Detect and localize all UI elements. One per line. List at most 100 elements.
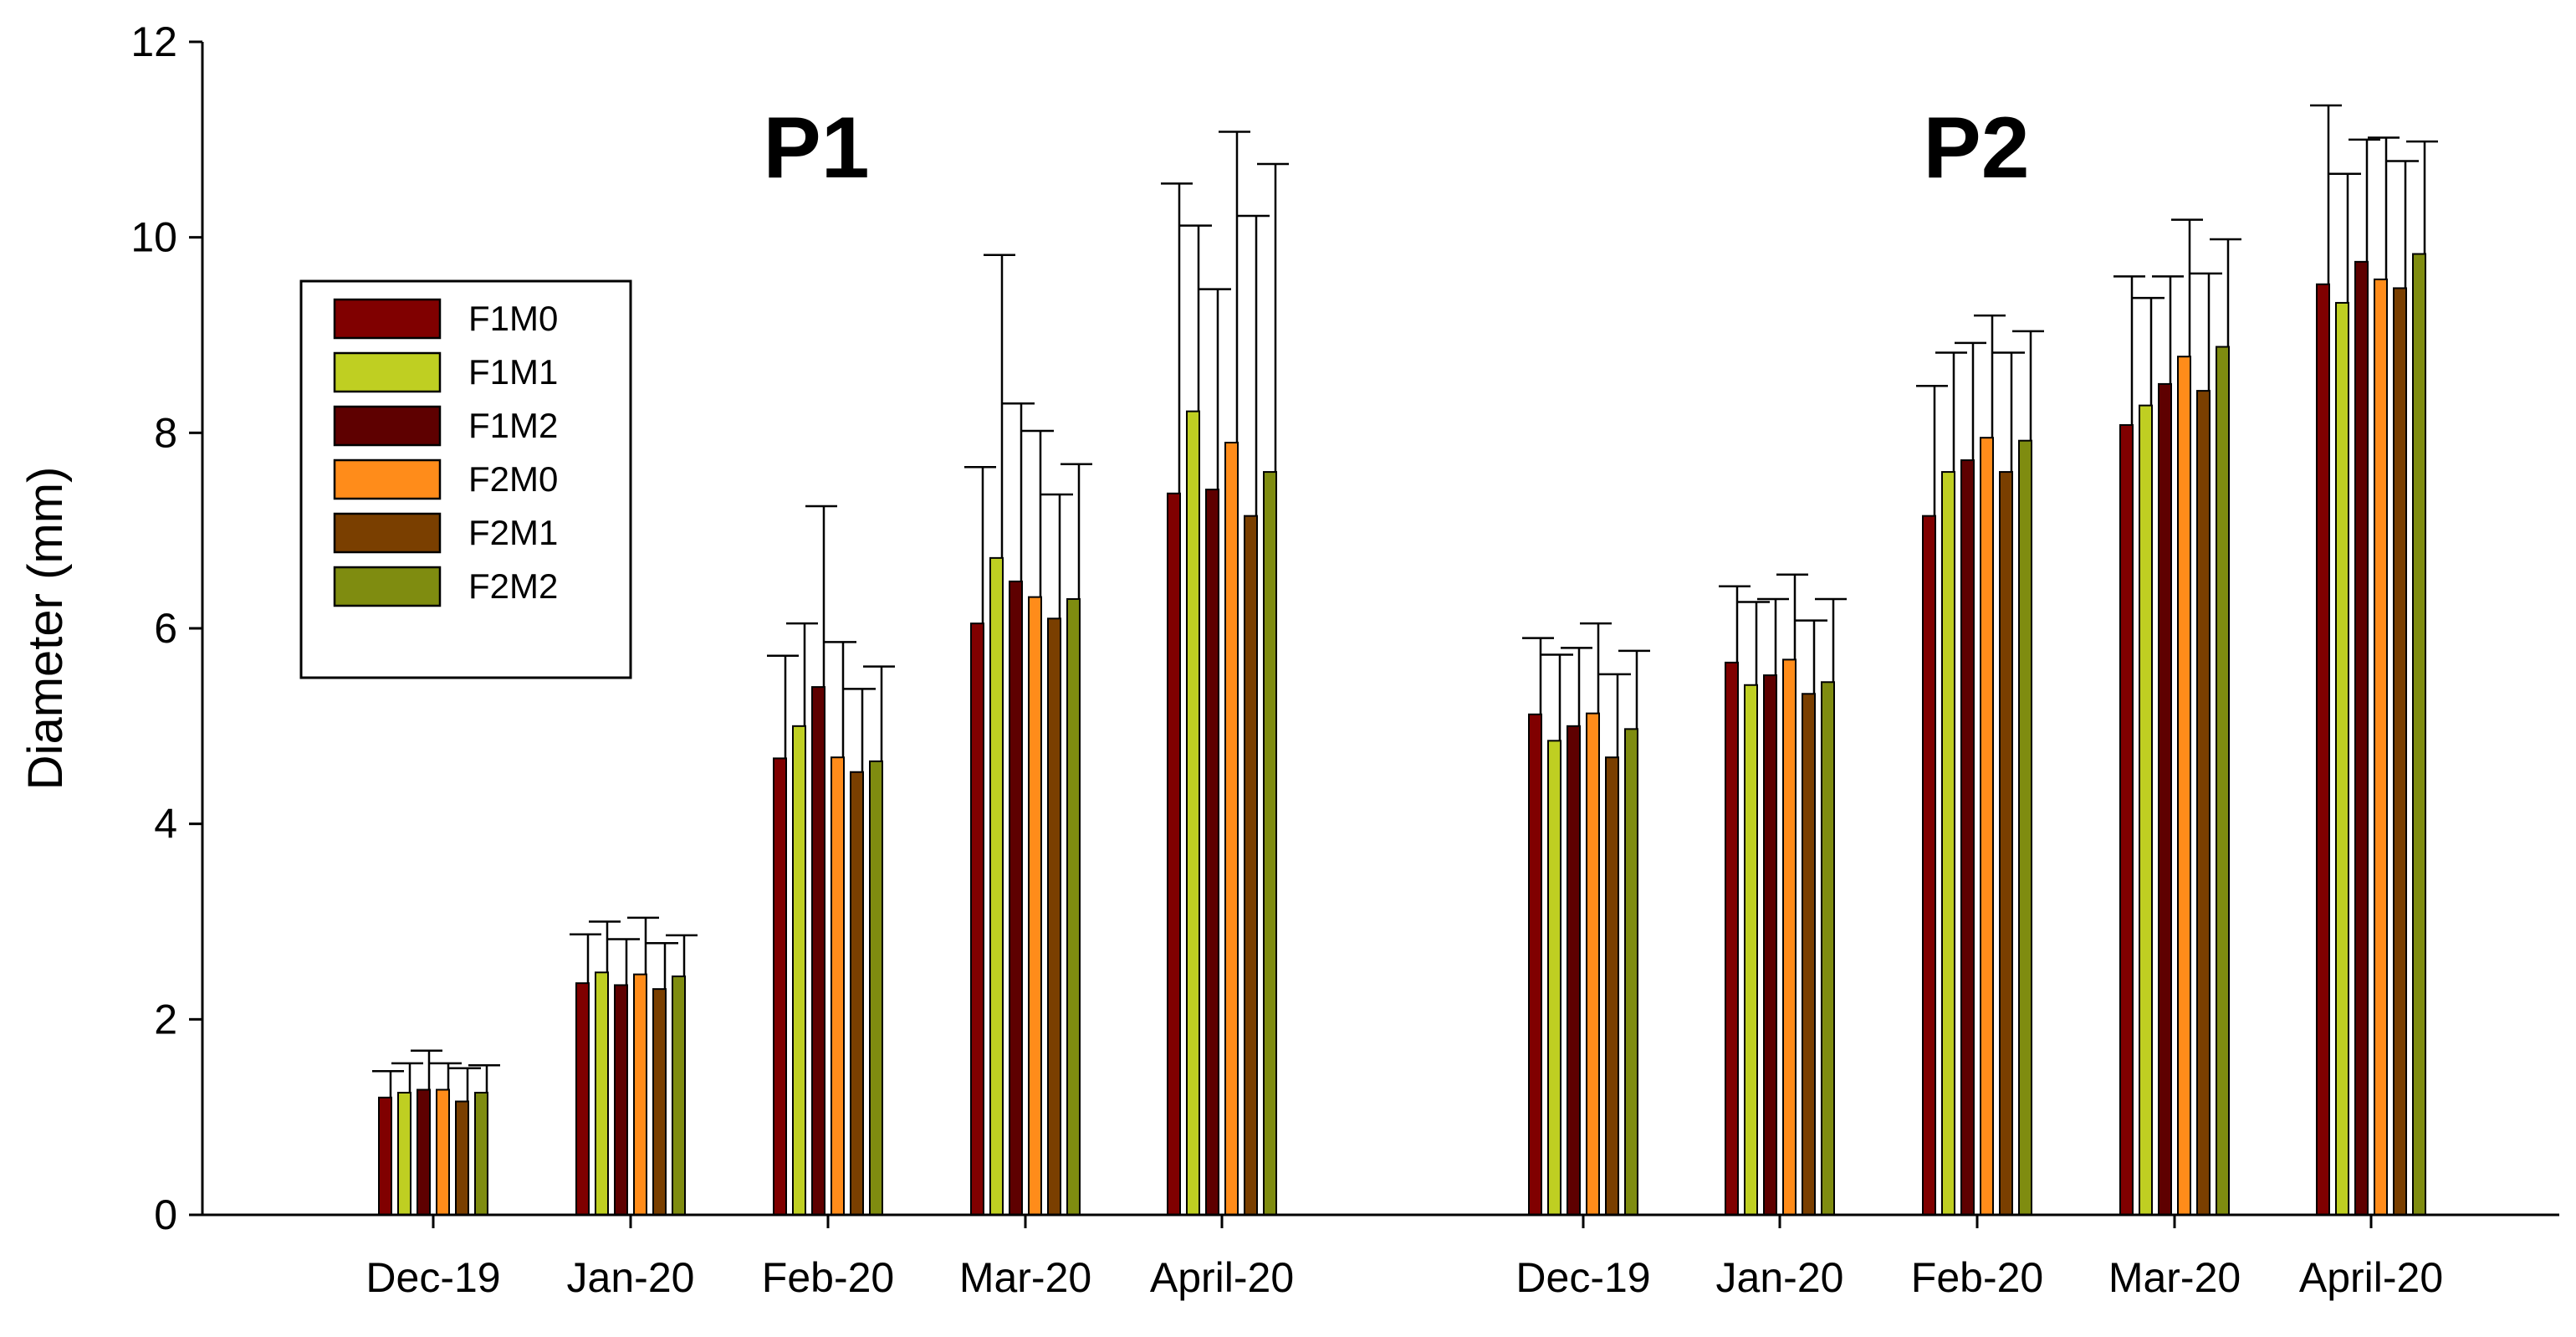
bar-p1-f1m1: [1186, 410, 1200, 1216]
bar-p2-f1m2: [1763, 674, 1777, 1216]
legend-label-f1m1: F1M1: [468, 352, 558, 392]
bar-p2-f1m2: [1567, 725, 1581, 1216]
bar-p2-f1m2: [1960, 459, 1975, 1216]
bar-p2-f2m1: [1999, 471, 2013, 1216]
x-ticks: Dec-19 Jan-20 Feb-20 Mar-20 April-20 Dec-19 Ja…: [365, 1215, 2443, 1301]
bar-p1-f1m1: [792, 725, 806, 1216]
bar-p1-f1m2: [1009, 580, 1023, 1216]
error-bars-layer: [372, 104, 2438, 1102]
legend-swatch-f1m2: [333, 405, 442, 447]
bar-p1-f2m2: [869, 760, 883, 1216]
y-tick-label: 0: [154, 1191, 177, 1238]
bar-p2-f2m2: [2018, 439, 2032, 1216]
x-tick-label: Feb-20: [762, 1254, 894, 1301]
bar-p1-f2m1: [850, 771, 864, 1216]
bar-p1-f1m2: [1205, 489, 1219, 1216]
bar-p1-f2m1: [1244, 515, 1258, 1216]
bar-p2-f1m0: [1922, 515, 1936, 1216]
bar-p2-f1m1: [1941, 471, 1955, 1216]
bar-p2-f1m0: [2119, 423, 2134, 1216]
bar-p1-f2m0: [1028, 596, 1042, 1216]
x-tick-label: Dec-19: [365, 1254, 500, 1301]
bar-p2-f2m0: [1980, 437, 1994, 1216]
bar-p2-f2m1: [2393, 287, 2407, 1216]
bars-layer: [378, 253, 2426, 1217]
bar-p2-f1m1: [1547, 740, 1561, 1216]
legend-swatch-f1m1: [333, 351, 442, 393]
x-tick-label: Mar-20: [959, 1254, 1091, 1301]
bar-p1-f1m2: [417, 1089, 431, 1217]
legend-label-f2m1: F2M1: [468, 513, 558, 552]
y-tick-label: 12: [130, 18, 177, 65]
bar-p1-f2m1: [455, 1100, 469, 1217]
bar-p1-f2m0: [633, 973, 647, 1216]
bar-p1-f1m0: [773, 757, 787, 1216]
y-tick-label: 10: [130, 214, 177, 261]
legend-label-f1m2: F1M2: [468, 406, 558, 445]
y-axis-title: Diameter (mm): [18, 467, 73, 791]
x-tick-label: April-20: [1150, 1254, 1294, 1301]
legend-swatch-f2m0: [333, 458, 442, 500]
legend: F1M0 F1M1 F1M2 F2M0 F2M1 F2M2: [299, 279, 632, 679]
bar-p2-f1m1: [2139, 404, 2153, 1216]
bar-p1-f2m2: [1263, 471, 1277, 1216]
y-tick-label: 8: [154, 409, 177, 456]
y-tick-label: 2: [154, 996, 177, 1042]
legend-swatch-f2m2: [333, 566, 442, 607]
bar-p1-f2m2: [672, 975, 686, 1216]
bar-p1-f1m0: [575, 982, 590, 1216]
bar-p1-f2m0: [1224, 442, 1239, 1216]
bar-p1-f1m0: [378, 1096, 392, 1217]
bar-p1-f2m2: [1066, 597, 1081, 1216]
x-tick-label: Dec-19: [1515, 1254, 1650, 1301]
bar-p2-f2m2: [1624, 728, 1638, 1216]
bar-p2-f1m0: [2316, 283, 2330, 1216]
bar-p2-f2m2: [2216, 346, 2230, 1216]
bar-p2-f2m0: [2374, 278, 2388, 1216]
x-tick-label: Feb-20: [1911, 1254, 2043, 1301]
y-tick-label: 6: [154, 605, 177, 652]
panel-label-p2: P2: [1923, 100, 2029, 197]
legend-items: F1M0 F1M1 F1M2 F2M0 F2M1 F2M2: [333, 298, 558, 607]
legend-label-f1m0: F1M0: [468, 299, 558, 338]
bar-p1-f2m0: [831, 756, 845, 1216]
bar-p2-f1m2: [2354, 260, 2369, 1216]
x-tick-label: Jan-20: [567, 1254, 695, 1301]
bar-p1-f1m2: [811, 686, 825, 1216]
bar-p1-f2m2: [474, 1091, 488, 1217]
legend-swatch-f2m1: [333, 512, 442, 554]
panel-label-p1: P1: [763, 100, 869, 197]
bar-p2-f1m0: [1528, 713, 1542, 1216]
bar-p2-f2m2: [2412, 253, 2426, 1216]
bar-p1-f1m0: [970, 622, 984, 1216]
bar-p1-f1m2: [614, 984, 628, 1216]
bar-p2-f2m2: [1821, 681, 1835, 1216]
x-tick-label: Jan-20: [1716, 1254, 1844, 1301]
x-tick-label: April-20: [2299, 1254, 2443, 1301]
bar-p2-f2m0: [1586, 712, 1600, 1216]
bar-p2-f1m1: [2335, 301, 2349, 1217]
bar-p1-f1m0: [1167, 492, 1181, 1216]
bar-p2-f2m0: [2177, 356, 2191, 1216]
bar-p1-f1m1: [595, 971, 609, 1216]
bar-p1-f2m0: [436, 1089, 450, 1217]
bar-p2-f2m0: [1782, 658, 1797, 1216]
bar-p2-f1m0: [1725, 661, 1739, 1216]
bar-p1-f1m1: [397, 1091, 411, 1217]
legend-swatch-f1m0: [333, 298, 442, 340]
legend-label-f2m2: F2M2: [468, 566, 558, 606]
legend-label-f2m0: F2M0: [468, 459, 558, 499]
bar-p2-f2m1: [1605, 756, 1619, 1216]
bar-p2-f2m1: [1802, 693, 1816, 1216]
x-tick-label: Mar-20: [2108, 1254, 2241, 1301]
bar-p1-f2m1: [1047, 617, 1061, 1216]
y-tick-label: 4: [154, 801, 177, 848]
y-ticks: 0 2 4 6 8 10 12: [130, 18, 202, 1238]
bar-p2-f1m1: [1744, 684, 1758, 1216]
bar-p1-f1m1: [989, 556, 1004, 1216]
bar-p1-f2m1: [652, 988, 667, 1216]
bar-p2-f1m2: [2158, 382, 2172, 1216]
bar-p2-f2m1: [2196, 390, 2211, 1217]
